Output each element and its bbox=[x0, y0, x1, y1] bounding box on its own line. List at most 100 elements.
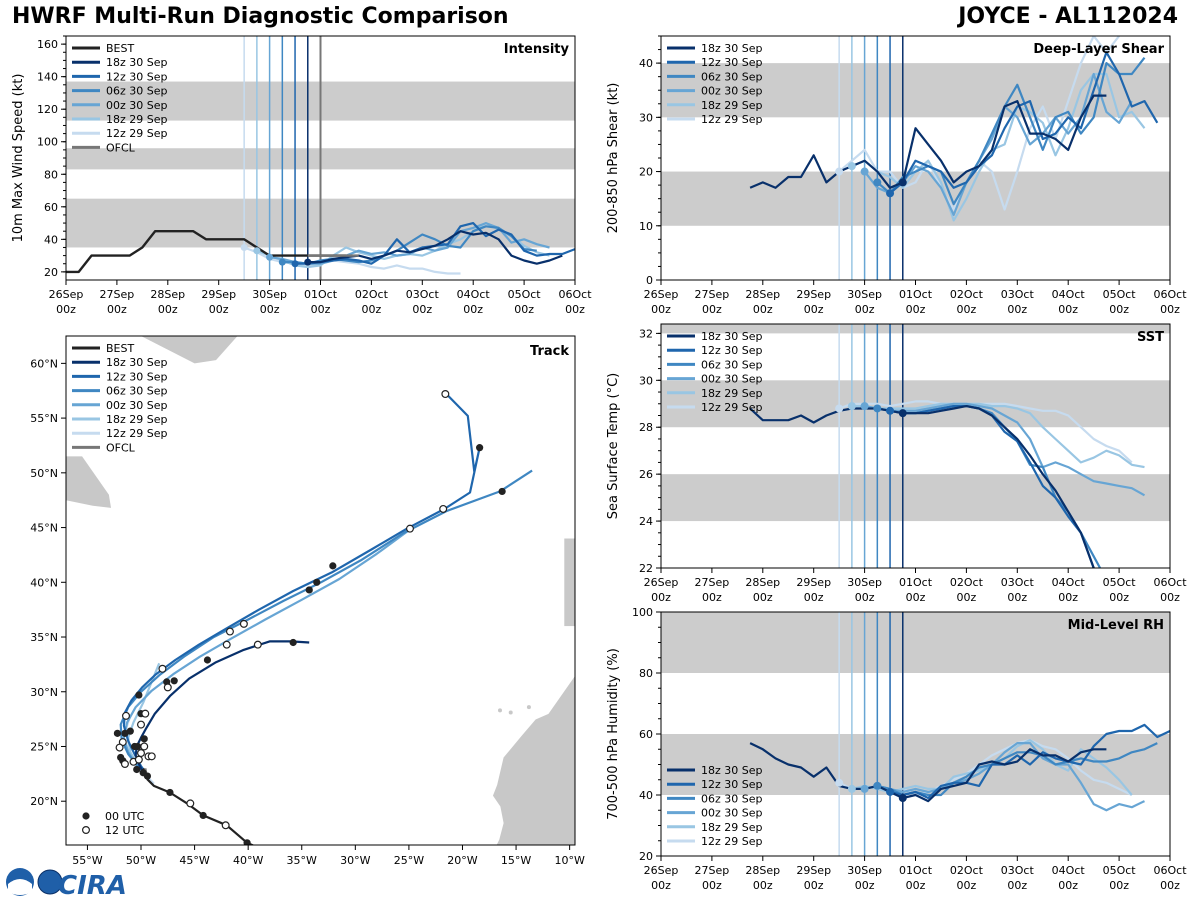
track-ytick-label: 50°N bbox=[30, 467, 58, 480]
intensity-xtick-day: 30Sep bbox=[252, 288, 287, 301]
intensity-xtick-hour: 00z bbox=[565, 303, 585, 316]
track-marker-12utc bbox=[405, 524, 414, 533]
track-marker-00utc bbox=[329, 562, 337, 570]
shear-xtick-hour: 00z bbox=[855, 303, 875, 316]
rh-ytick-label: 60 bbox=[639, 728, 653, 741]
track-xtick-label: 55°W bbox=[72, 854, 102, 867]
island-landmass bbox=[526, 705, 531, 710]
shear-series-line bbox=[749, 94, 1107, 189]
shear-init-marker bbox=[873, 178, 882, 187]
sst-xtick-day: 06Oct bbox=[1153, 576, 1187, 589]
sst-init-marker bbox=[847, 402, 856, 411]
rh-series-line bbox=[889, 723, 1170, 800]
shear-xtick-day: 27Sep bbox=[695, 288, 730, 301]
track-xtick-label: 20°W bbox=[447, 854, 477, 867]
track-marker-12utc bbox=[120, 759, 129, 768]
shear-xtick-hour: 00z bbox=[1058, 303, 1078, 316]
sst-legend-label: 18z 30 Sep bbox=[701, 330, 763, 343]
cira-globe-icon bbox=[37, 869, 63, 895]
intensity-init-marker bbox=[253, 247, 261, 255]
intensity-xtick-day: 05Oct bbox=[508, 288, 542, 301]
rh-legend-label: 18z 30 Sep bbox=[701, 764, 763, 777]
rh-xtick-hour: 00z bbox=[1058, 879, 1078, 892]
shear-band bbox=[661, 171, 1170, 226]
rh-panel: 20 40 60 80 100 26Sep 00z 27Sep 00z 28Sep 00z 29Sep… bbox=[606, 606, 1187, 892]
intensity-xtick-day: 27Sep bbox=[100, 288, 135, 301]
intensity-panel: 20 40 60 80 100 120 140 160 26Sep 00z 27Sep 00z 28Se… bbox=[11, 35, 592, 316]
track-marker-00utc bbox=[143, 772, 152, 780]
noaa-wave-icon bbox=[8, 879, 32, 895]
sst-series-line bbox=[749, 405, 1095, 568]
intensity-legend-label: BEST bbox=[106, 42, 134, 55]
track-marker-12utc bbox=[158, 664, 167, 673]
intensity-xtick-hour: 00z bbox=[311, 303, 331, 316]
track-legend-label: 06z 30 Sep bbox=[106, 385, 168, 398]
track-marker-12utc bbox=[439, 504, 448, 513]
track-legend-label: 12z 29 Sep bbox=[106, 427, 168, 440]
shear-xtick-day: 03Oct bbox=[1001, 288, 1035, 301]
shear-xtick-day: 05Oct bbox=[1103, 288, 1137, 301]
intensity-init-marker bbox=[278, 258, 286, 266]
track-ytick-label: 35°N bbox=[30, 631, 58, 644]
intensity-legend-label: 06z 30 Sep bbox=[106, 85, 168, 98]
shear-legend-label: 12z 30 Sep bbox=[701, 56, 763, 69]
shear-xtick-hour: 00z bbox=[651, 303, 671, 316]
track-legend-label: 00z 30 Sep bbox=[106, 399, 168, 412]
sst-xtick-day: 27Sep bbox=[695, 576, 730, 589]
track-marker-12utc bbox=[141, 709, 150, 718]
track-marker-12utc bbox=[163, 683, 172, 692]
track-marker-00utc bbox=[135, 691, 143, 699]
intensity-legend-label: 18z 30 Sep bbox=[106, 56, 168, 69]
intensity-xtick-hour: 00z bbox=[158, 303, 178, 316]
intensity-xtick-hour: 00z bbox=[260, 303, 280, 316]
track-ytick-label: 30°N bbox=[30, 686, 58, 699]
sst-series-line bbox=[851, 402, 1145, 469]
track-marker-12utc bbox=[140, 742, 149, 751]
rh-xtick-hour: 00z bbox=[906, 879, 926, 892]
track-marker-12utc bbox=[147, 752, 156, 761]
intensity-xtick-hour: 00z bbox=[463, 303, 483, 316]
track-legend-00utc-marker bbox=[82, 812, 90, 820]
sst-ytick-label: 32 bbox=[639, 327, 653, 340]
iberia-landmass bbox=[564, 538, 575, 627]
shear-xtick-day: 01Oct bbox=[899, 288, 933, 301]
rh-legend-label: 00z 30 Sep bbox=[701, 807, 763, 820]
sst-ytick-label: 26 bbox=[639, 468, 653, 481]
rh-init-marker bbox=[847, 784, 856, 793]
sst-xtick-day: 26Sep bbox=[644, 576, 679, 589]
shear-xtick-hour: 00z bbox=[702, 303, 722, 316]
rh-xtick-hour: 00z bbox=[855, 879, 875, 892]
sst-series-group bbox=[749, 400, 1146, 568]
intensity-xtick-day: 29Sep bbox=[201, 288, 236, 301]
rh-series-line bbox=[877, 742, 1158, 797]
track-xtick-label: 15°W bbox=[501, 854, 531, 867]
shear-legend-label: 18z 30 Sep bbox=[701, 42, 763, 55]
intensity-ytick-label: 140 bbox=[37, 71, 58, 84]
sst-xtick-hour: 00z bbox=[1160, 591, 1180, 604]
sst-xtick-hour: 00z bbox=[1058, 591, 1078, 604]
sst-legend-label: 12z 29 Sep bbox=[701, 401, 763, 414]
track-marker-12utc bbox=[441, 390, 450, 399]
shear-series-group bbox=[749, 36, 1159, 222]
track-lines bbox=[113, 390, 533, 845]
sst-init-marker bbox=[898, 409, 907, 418]
shear-init-marker bbox=[835, 167, 844, 176]
shear-ytick-label: 40 bbox=[639, 57, 653, 70]
rh-xtick-hour: 00z bbox=[957, 879, 977, 892]
track-marker-12utc bbox=[239, 619, 248, 628]
intensity-legend-label: OFCL bbox=[106, 141, 136, 154]
shear-xtick-day: 02Oct bbox=[950, 288, 984, 301]
sst-xtick-hour: 00z bbox=[1109, 591, 1129, 604]
rh-series-line bbox=[749, 742, 1107, 803]
rh-ylabel: 700-500 hPa Humidity (%) bbox=[606, 648, 621, 820]
intensity-ytick-label: 20 bbox=[44, 266, 58, 279]
sst-ytick-label: 30 bbox=[639, 374, 653, 387]
track-marker-00utc bbox=[498, 487, 506, 496]
shear-xtick-hour: 00z bbox=[1160, 303, 1180, 316]
sst-title: SST bbox=[1137, 330, 1164, 345]
sst-xtick-day: 28Sep bbox=[745, 576, 780, 589]
shear-xtick-hour: 00z bbox=[906, 303, 926, 316]
intensity-ytick-label: 80 bbox=[44, 168, 58, 181]
